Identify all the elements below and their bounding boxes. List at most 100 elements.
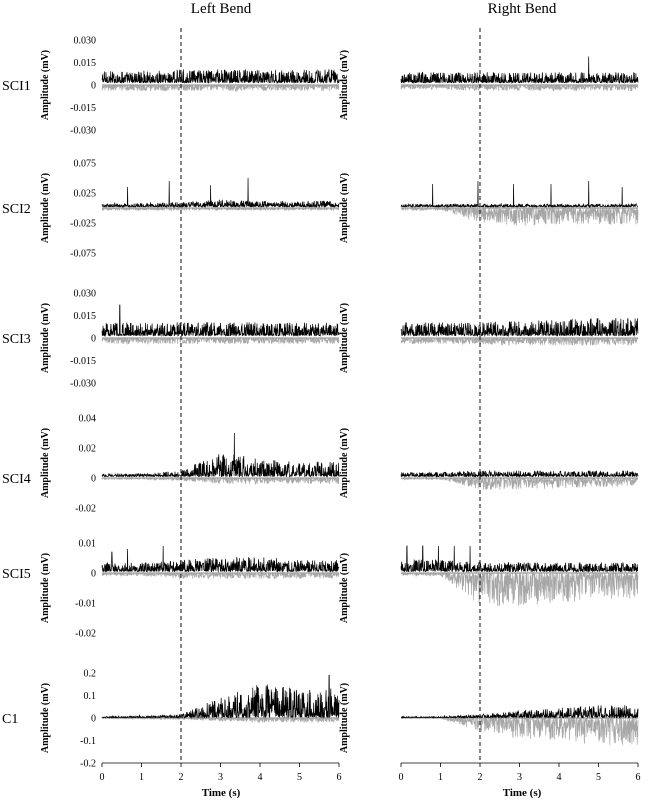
panel-left: Amplitude (mV) 0.2 0.1 0 -0.1 -0.2 <box>40 669 340 770</box>
y-axis-label: Amplitude (mV) <box>40 553 51 623</box>
x-tick-label: 0 <box>399 772 404 783</box>
trace-negative <box>101 336 340 346</box>
x-tick-label: 5 <box>596 772 601 783</box>
y-tick-label: 0.075 <box>74 159 97 170</box>
y-tick-label: 0 <box>91 81 96 92</box>
trace-negative <box>101 476 340 486</box>
y-tick-label: -0.1 <box>80 736 96 747</box>
y-axis-label: Amplitude (mV) <box>339 303 350 373</box>
x-tick-label: 3 <box>218 772 223 783</box>
trace-negative <box>101 83 340 93</box>
y-tick-label: 0.04 <box>79 414 97 425</box>
panel-right: Amplitude (mV) <box>339 428 639 498</box>
y-tick-label: 0 <box>91 714 96 725</box>
trace-negative <box>400 206 639 226</box>
trace-positive <box>400 469 639 478</box>
panel-left: Amplitude (mV) 0.030 0.015 0 -0.015 -0.030 <box>40 36 340 137</box>
trace-positive <box>101 304 340 337</box>
trace-negative <box>101 716 340 724</box>
trace-positive <box>400 705 639 719</box>
y-axis-label: Amplitude (mV) <box>339 173 350 243</box>
y-axis-label: Amplitude (mV) <box>40 428 51 498</box>
x-tick-label: 5 <box>297 772 302 783</box>
column-title-left: Left Bend <box>191 1 252 17</box>
x-tick-label: 1 <box>438 772 443 783</box>
y-tick-label: -0.2 <box>80 759 96 770</box>
y-tick-label: -0.075 <box>70 249 96 260</box>
y-tick-label: -0.025 <box>70 219 96 230</box>
panel-right: Amplitude (mV) <box>339 173 639 243</box>
trace-negative <box>400 716 639 745</box>
y-tick-label: 0.025 <box>74 189 97 200</box>
trace-negative <box>101 571 340 581</box>
row-label: SCI4 <box>2 472 31 487</box>
x-tick-label: 6 <box>636 772 641 783</box>
trace-positive <box>101 545 340 573</box>
x-tick-label: 2 <box>478 772 483 783</box>
trace-negative <box>400 83 639 92</box>
trace-negative <box>400 476 639 490</box>
y-tick-label: -0.02 <box>75 629 96 640</box>
plot-area: SCI1 Amplitude (mV)0.0300.0150-0.015-0.03… <box>2 28 641 783</box>
y-axis-label: Amplitude (mV) <box>339 428 350 498</box>
y-tick-label: -0.030 <box>70 379 96 390</box>
y-axis-label: Amplitude (mV) <box>40 303 51 373</box>
y-tick-label: 0.02 <box>79 444 97 455</box>
y-axis-label: Amplitude (mV) <box>339 683 350 753</box>
x-tick-label: 2 <box>179 772 184 783</box>
trace-positive <box>400 56 639 85</box>
y-tick-label: 0 <box>91 334 96 345</box>
y-tick-label: -0.01 <box>75 599 96 610</box>
panel-left: Amplitude (mV) 0.01 0 -0.01 -0.02 <box>40 539 340 640</box>
x-tick-label: 1 <box>139 772 144 783</box>
panel-left: Amplitude (mV) 0.075 0.025 -0.025 -0.075 <box>40 159 340 260</box>
trace-negative <box>400 336 639 346</box>
trace-negative <box>101 206 340 212</box>
row-label: SCI1 <box>2 79 31 94</box>
y-tick-label: 0 <box>91 569 96 580</box>
panel-right: Amplitude (mV) <box>339 303 639 373</box>
row-label: SCI5 <box>2 567 31 582</box>
x-tick-label: 0 <box>100 772 105 783</box>
y-tick-label: 0.015 <box>74 58 97 69</box>
y-tick-label: 0 <box>91 474 96 485</box>
y-tick-label: 0.1 <box>84 691 97 702</box>
panel-left: Amplitude (mV) 0.04 0.02 0 -0.02 <box>40 414 340 515</box>
y-tick-label: 0.030 <box>74 36 97 47</box>
y-axis-label: Amplitude (mV) <box>40 173 51 243</box>
trace-positive <box>101 69 340 84</box>
y-tick-label: 0.030 <box>74 289 97 300</box>
y-tick-label: 0.015 <box>74 311 97 322</box>
y-tick-label: -0.030 <box>70 126 96 137</box>
panel-right: Amplitude (mV) <box>339 545 639 623</box>
x-tick-label: 3 <box>517 772 522 783</box>
trace-positive <box>101 432 340 478</box>
y-tick-label: -0.02 <box>75 504 96 515</box>
trace-negative <box>400 571 639 606</box>
trace-positive <box>400 545 639 573</box>
y-tick-label: 0.2 <box>84 669 97 680</box>
y-axis-label: Amplitude (mV) <box>40 683 51 753</box>
row-label: C1 <box>2 712 18 727</box>
trace-positive <box>400 318 639 338</box>
panel-left: Amplitude (mV) 0.030 0.015 0 -0.015 -0.030 <box>40 289 340 390</box>
x-tick-label: 4 <box>258 772 263 783</box>
y-axis-label: Amplitude (mV) <box>339 553 350 623</box>
x-axis-label-right: Time (s) <box>503 787 542 799</box>
row-label: SCI3 <box>2 332 31 347</box>
trace-positive <box>400 180 639 209</box>
y-tick-label: 0.01 <box>79 539 97 550</box>
y-tick-label: -0.015 <box>70 103 96 114</box>
y-axis-label: Amplitude (mV) <box>40 50 51 120</box>
trace-positive <box>101 674 340 719</box>
row-label: SCI2 <box>2 202 31 217</box>
x-tick-label: 6 <box>337 772 342 783</box>
trace-positive <box>101 177 340 209</box>
panel-right: Amplitude (mV) <box>339 50 639 120</box>
column-title-right: Right Bend <box>488 1 557 17</box>
y-axis-label: Amplitude (mV) <box>339 50 350 120</box>
y-tick-label: -0.015 <box>70 356 96 367</box>
panel-right: Amplitude (mV) <box>339 683 639 753</box>
x-tick-label: 4 <box>557 772 562 783</box>
